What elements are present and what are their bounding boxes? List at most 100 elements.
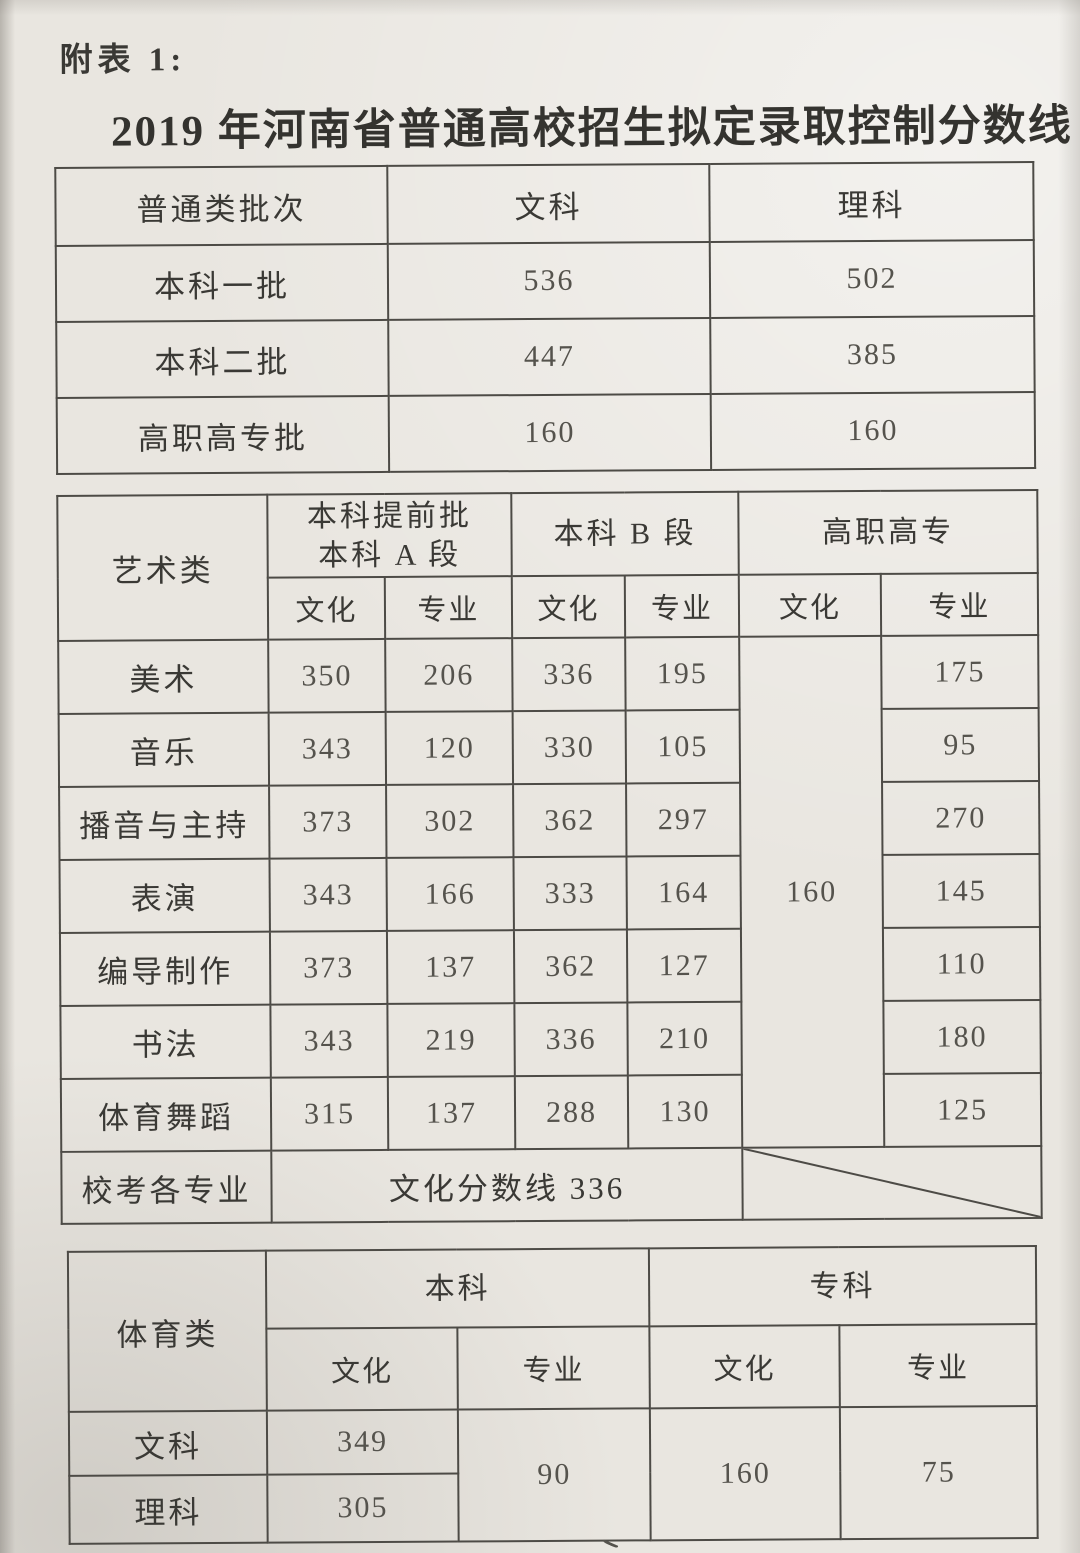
score-cell: 206 (385, 638, 513, 712)
score-cell: 137 (386, 930, 515, 1004)
score-cell: 343 (268, 711, 387, 786)
score-cell: 110 (882, 926, 1041, 1001)
culture-line-note-cell: 文化分数线 336 (271, 1147, 743, 1223)
header-early-batch-line1: 本科提前批 (306, 498, 473, 533)
score-cell: 343 (269, 857, 387, 932)
table-group-header-row: 艺术类 本科提前批 本科 A 段 本科 B 段 高职高专 (57, 489, 1038, 641)
score-cell: 336 (512, 637, 626, 712)
header-science: 理科 (709, 161, 1034, 242)
score-cell: 175 (881, 634, 1039, 709)
table-footer-row: 校考各专业 文化分数线 336 (61, 1145, 1042, 1224)
header-section-a-line2: 本科 A 段 (318, 537, 462, 572)
score-cell: 362 (513, 783, 627, 858)
score-cell: 125 (883, 1072, 1042, 1147)
diagonal-line (743, 1147, 1040, 1219)
score-cell: 195 (625, 636, 740, 711)
subheader-major: 专业 (457, 1326, 650, 1410)
track-label-cell: 文科 (68, 1410, 268, 1476)
score-cell: 362 (513, 929, 628, 1004)
subheader-culture: 文化 (649, 1325, 840, 1409)
subheader-major: 专业 (839, 1323, 1037, 1408)
major-label-cell: 表演 (59, 858, 270, 933)
score-cell: 447 (388, 317, 711, 396)
score-cell: 330 (512, 710, 627, 785)
major-label-cell: 书法 (60, 1004, 271, 1079)
score-cell: 343 (270, 1003, 388, 1078)
score-cell: 160 (710, 391, 1036, 470)
table-row: 文科 349 90 160 75 (68, 1405, 1038, 1542)
subheader-culture: 文化 (266, 1327, 458, 1411)
score-cell: 145 (882, 853, 1040, 928)
score-cell: 315 (270, 1076, 389, 1151)
score-cell: 166 (386, 857, 514, 931)
school-exam-label-cell: 校考各专业 (61, 1150, 272, 1224)
score-cell: 336 (514, 1002, 628, 1077)
score-cell: 502 (709, 239, 1035, 318)
header-vocational: 高职高专 (738, 489, 1038, 575)
arts-category-table: 艺术类 本科提前批 本科 A 段 本科 B 段 高职高专 文化 专业 文化 专业… (56, 489, 1042, 1225)
sports-category-table: 体育类 本科 专科 文化 专业 文化 专业 文科 349 90 160 75 理… (67, 1245, 1039, 1545)
major-label-cell: 音乐 (58, 712, 270, 787)
track-label-cell: 理科 (69, 1474, 268, 1544)
score-cell: 297 (626, 782, 741, 857)
score-cell: 288 (514, 1075, 629, 1150)
table-row: 美术 350 206 336 195 160 175 (58, 634, 1039, 1148)
subheader-culture: 文化 (511, 575, 626, 639)
score-cell: 385 (710, 315, 1035, 394)
score-cell: 160 (388, 393, 712, 472)
arts-category-label: 艺术类 (57, 494, 269, 641)
appendix-label: 附表 1: (59, 42, 187, 79)
score-cell: 95 (881, 707, 1040, 782)
table-row: 书法 343 219 336 210 180 (60, 999, 1041, 1079)
score-cell: 350 (268, 638, 386, 713)
batch-label-cell: 本科一批 (55, 243, 389, 322)
table-row: 本科二批 447 385 (56, 315, 1035, 398)
table-row: 体育舞蹈 315 137 288 130 125 (60, 1072, 1042, 1152)
subheader-major: 专业 (880, 572, 1039, 636)
page-title: 2019 年河南省普通高校招生拟定录取控制分数线 (110, 102, 1073, 156)
header-early-batch-section-a: 本科提前批 本科 A 段 (267, 493, 512, 578)
regular-batches-table: 普通类批次 文科 理科 本科一批 536 502 本科二批 447 385 高职… (54, 161, 1036, 475)
score-cell: 105 (625, 709, 741, 784)
batch-label-cell: 高职高专批 (56, 395, 390, 474)
score-cell: 120 (385, 711, 514, 785)
score-cell: 333 (513, 856, 627, 931)
major-label-cell: 美术 (58, 639, 269, 714)
score-cell: 349 (266, 1409, 459, 1475)
score-cell: 164 (626, 855, 741, 930)
score-cell: 130 (627, 1074, 743, 1149)
score-cell: 219 (387, 1003, 515, 1077)
score-cell: 305 (267, 1473, 459, 1543)
table-row: 编导制作 373 137 362 127 110 (59, 926, 1041, 1006)
table-row: 播音与主持 373 302 362 297 270 (59, 780, 1040, 860)
major-label-cell: 体育舞蹈 (60, 1077, 272, 1152)
major-label-cell: 编导制作 (59, 931, 271, 1006)
header-college: 专科 (648, 1245, 1037, 1327)
score-cell: 270 (882, 780, 1040, 855)
table-group-header-row: 体育类 本科 专科 (67, 1245, 1037, 1412)
score-cell: 180 (883, 999, 1041, 1074)
score-cell: 536 (387, 241, 711, 320)
sports-category-label: 体育类 (67, 1250, 267, 1412)
header-undergraduate: 本科 (265, 1248, 650, 1329)
merged-college-major-cell: 75 (839, 1405, 1038, 1540)
merged-undergraduate-major-cell: 90 (457, 1408, 651, 1542)
subheader-culture: 文化 (738, 573, 882, 637)
subheader-culture: 文化 (267, 576, 386, 640)
subheader-major: 专业 (384, 576, 513, 639)
score-cell: 127 (626, 928, 742, 1003)
score-cell: 137 (387, 1076, 516, 1150)
score-cell: 210 (627, 1001, 742, 1076)
score-cell: 373 (269, 784, 387, 859)
header-liberal-arts: 文科 (387, 163, 710, 244)
table-row: 表演 343 166 333 164 145 (59, 853, 1040, 933)
table-row: 高职高专批 160 160 (56, 391, 1036, 474)
table-header-row: 普通类批次 文科 理科 (55, 161, 1034, 246)
merged-college-culture-cell: 160 (649, 1407, 841, 1541)
score-cell: 302 (386, 784, 514, 858)
header-section-b: 本科 B 段 (511, 491, 739, 577)
subheader-major: 专业 (624, 574, 740, 638)
score-cell: 373 (269, 930, 388, 1005)
